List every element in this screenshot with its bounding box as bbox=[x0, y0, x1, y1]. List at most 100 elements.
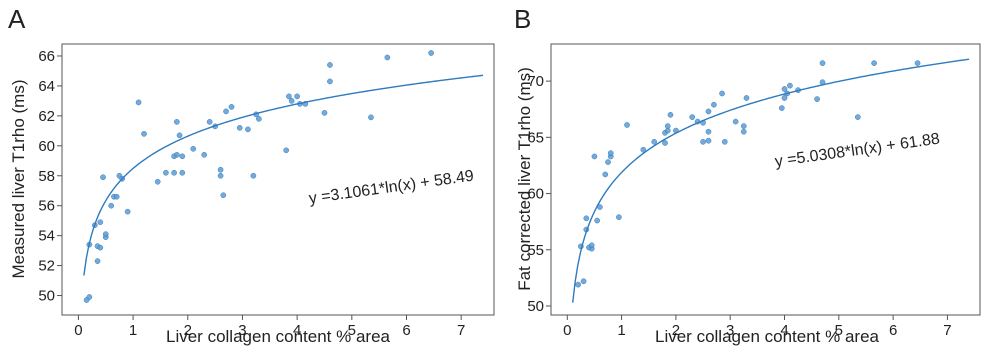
scatter-point-b bbox=[575, 281, 582, 288]
x-tick-label: 7 bbox=[943, 322, 951, 339]
x-tick-label: 0 bbox=[563, 322, 571, 339]
y-axis-title-b: Fat corrected liver T1rho (ms) bbox=[515, 67, 534, 291]
scatter-point-b bbox=[871, 60, 877, 66]
scatter-point-b bbox=[705, 108, 712, 115]
scatter-points-b bbox=[575, 60, 921, 288]
y-tick-label: 55 bbox=[527, 242, 544, 259]
y-tick-label: 65 bbox=[527, 129, 544, 146]
scatter-point-a bbox=[250, 172, 257, 179]
scatter-point-a bbox=[368, 114, 374, 121]
y-tick-label: 50 bbox=[527, 298, 544, 315]
scatter-point-a bbox=[102, 231, 109, 237]
scatter-point-a bbox=[384, 54, 391, 61]
scatter-point-a bbox=[206, 119, 213, 125]
scatter-point-b bbox=[605, 159, 611, 165]
scatter-point-b bbox=[624, 122, 630, 128]
scatter-point-a bbox=[245, 126, 251, 133]
x-tick-label: 3 bbox=[726, 322, 734, 339]
scatter-point-b bbox=[778, 105, 785, 111]
scatter-point-b bbox=[580, 278, 587, 285]
scatter-point-b bbox=[743, 95, 750, 101]
scatter-point-a bbox=[217, 172, 224, 179]
x-tick-label: 7 bbox=[457, 322, 465, 339]
scatter-point-a bbox=[135, 99, 142, 106]
scatter-point-b bbox=[616, 214, 622, 221]
scatter-point-b bbox=[689, 114, 696, 120]
scatter-point-a bbox=[288, 98, 295, 104]
y-axis-title-a: Measured liver T1rho (ms) bbox=[9, 79, 28, 278]
scatter-point-b bbox=[700, 138, 706, 145]
x-tick-label: 6 bbox=[402, 322, 410, 339]
y-tick-label: 54 bbox=[38, 228, 55, 245]
scatter-point-a bbox=[283, 147, 290, 154]
x-tick-label: 5 bbox=[348, 322, 356, 339]
scatter-point-b bbox=[781, 95, 788, 101]
scatter-point-a bbox=[176, 132, 183, 139]
scatter-point-a bbox=[86, 294, 93, 300]
scatter-point-b bbox=[814, 96, 820, 102]
scatter-point-b bbox=[705, 137, 712, 144]
scatter-point-a bbox=[428, 50, 434, 56]
scatter-point-b bbox=[740, 128, 747, 135]
fit-equation-a: y =3.1061*ln(x) + 58.49 bbox=[308, 168, 475, 208]
scatter-point-b bbox=[819, 60, 826, 66]
y-tick-label: 52 bbox=[38, 258, 55, 275]
plot-frame-b bbox=[550, 43, 981, 316]
scatter-point-a bbox=[327, 78, 333, 85]
scatter-point-b bbox=[591, 153, 598, 160]
x-tick-label: 5 bbox=[835, 322, 843, 339]
x-tick-label: 1 bbox=[617, 322, 625, 339]
scatter-point-a bbox=[154, 178, 161, 185]
x-tick-label: 4 bbox=[780, 322, 788, 339]
scatter-point-a bbox=[113, 193, 120, 200]
scatter-point-a bbox=[256, 116, 262, 122]
scatter-point-a bbox=[108, 202, 115, 209]
scatter-point-a bbox=[294, 93, 300, 100]
scatter-point-a bbox=[321, 110, 328, 116]
scatter-point-a bbox=[173, 151, 180, 158]
scatter-point-a bbox=[100, 174, 106, 181]
panel-label-a: A bbox=[8, 4, 26, 34]
scatter-point-a bbox=[228, 104, 235, 110]
panel-label-b: B bbox=[514, 4, 531, 34]
scatter-point-a bbox=[173, 119, 180, 125]
scatter-point-b bbox=[583, 215, 590, 222]
x-tick-label: 6 bbox=[889, 322, 897, 339]
chart-panel-b: B 0 1 2 3 4 5 6 7 50 55 60 65 70 y =5.0308*ln(x) + … bbox=[514, 4, 981, 346]
scatter-point-a bbox=[124, 208, 131, 215]
scatter-point-a bbox=[201, 151, 208, 158]
scatter-point-b bbox=[607, 150, 614, 156]
scatter-point-b bbox=[667, 111, 674, 118]
scatter-point-b bbox=[594, 217, 601, 224]
x-tick-label: 0 bbox=[74, 322, 82, 339]
y-axis-a: 50 52 54 56 58 60 62 64 66 bbox=[38, 48, 62, 305]
scatter-point-a bbox=[179, 169, 186, 176]
fit-curve-a bbox=[83, 74, 484, 276]
scatter-point-b bbox=[721, 138, 728, 145]
scatter-point-b bbox=[719, 90, 725, 97]
scatter-point-a bbox=[141, 130, 147, 137]
y-tick-label: 64 bbox=[38, 78, 55, 95]
scatter-point-b bbox=[640, 146, 647, 153]
scatter-point-b bbox=[705, 128, 712, 135]
y-tick-label: 58 bbox=[38, 168, 55, 185]
y-tick-label: 50 bbox=[38, 288, 55, 305]
scatter-point-a bbox=[94, 258, 101, 264]
scatter-point-a bbox=[171, 169, 177, 176]
y-tick-label: 60 bbox=[527, 186, 544, 203]
scatter-point-a bbox=[223, 108, 229, 115]
x-axis-b: 0 1 2 3 4 5 6 7 bbox=[563, 315, 952, 339]
scatter-point-a bbox=[236, 124, 243, 131]
fit-curve-b bbox=[572, 58, 970, 303]
fit-equation-b: y =5.0308*ln(x) + 61.88 bbox=[774, 131, 941, 171]
y-tick-label: 56 bbox=[38, 198, 55, 215]
scatter-point-b bbox=[662, 140, 668, 146]
scatter-point-b bbox=[588, 242, 595, 249]
scatter-point-b bbox=[787, 82, 793, 89]
scatter-point-b bbox=[854, 114, 861, 120]
scatter-point-a bbox=[217, 166, 224, 173]
y-tick-label: 66 bbox=[38, 48, 55, 65]
x-tick-label: 4 bbox=[293, 322, 301, 339]
y-tick-label: 62 bbox=[38, 108, 55, 125]
